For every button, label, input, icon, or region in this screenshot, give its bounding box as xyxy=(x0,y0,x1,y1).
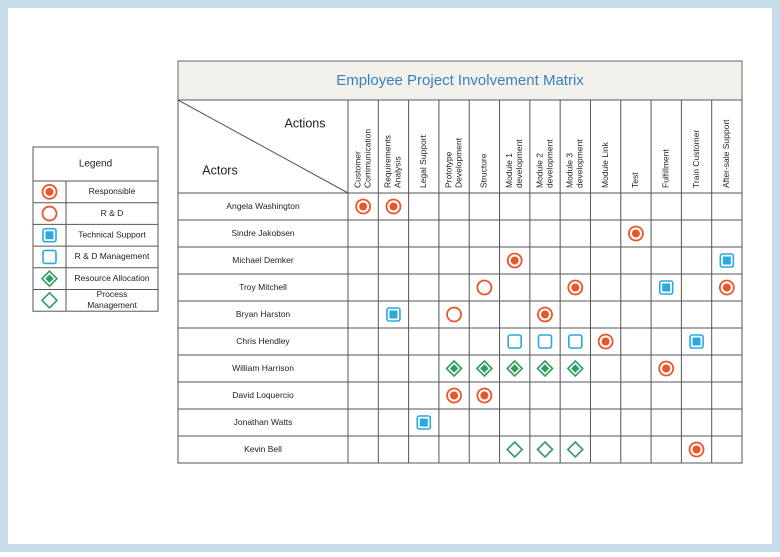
symbol-square-dot xyxy=(692,337,701,346)
diagonal xyxy=(177,99,349,194)
symbol-diamond-dot xyxy=(510,364,519,373)
symbol-circle-dot xyxy=(45,187,54,196)
symbol-circle-dot xyxy=(480,391,489,400)
actor-name: Troy Mitchell xyxy=(239,282,287,292)
column-header: Test xyxy=(630,172,640,188)
matrix-box xyxy=(177,99,743,464)
legend-label: R & D xyxy=(101,208,124,218)
symbol-circle-dot xyxy=(722,283,731,292)
symbol-circle-dot xyxy=(510,256,519,265)
legend-label: R & D Management xyxy=(75,251,150,261)
symbol-square-dot xyxy=(419,418,428,427)
column-header: Requirements xyxy=(383,135,393,188)
symbol-diamond xyxy=(40,291,59,309)
symbol-circle-dot xyxy=(359,202,368,211)
column-header: Module Link xyxy=(600,141,610,188)
actor-name: Angela Washington xyxy=(226,201,300,211)
legend-label: Responsible xyxy=(89,186,136,196)
legend-label: Resource Allocation xyxy=(74,273,149,283)
symbol-square-dot xyxy=(45,231,54,240)
legend-label: Technical Support xyxy=(78,230,146,240)
column-header: Module 3 xyxy=(565,153,575,188)
actor-name: Bryan Harston xyxy=(236,309,291,319)
column-header: Development xyxy=(453,137,463,188)
symbol-diamond-dot xyxy=(540,364,550,373)
symbol-square xyxy=(42,249,57,265)
symbol-square-dot xyxy=(389,310,398,319)
column-header: Train Customer xyxy=(691,130,701,188)
column-header: Legal Support xyxy=(418,134,428,188)
symbol-circle-dot xyxy=(601,337,610,346)
symbol-square-dot xyxy=(722,256,731,265)
actor-name: Michael Demker xyxy=(232,255,294,265)
symbol-circle-dot xyxy=(389,202,398,211)
column-header: development xyxy=(514,139,524,188)
symbol-circle-dot xyxy=(541,310,549,319)
column-header: development xyxy=(544,139,554,188)
actor-name: Sindre Jakobsen xyxy=(231,228,295,238)
symbol-diamond xyxy=(536,440,554,459)
symbol-circle xyxy=(446,306,462,323)
column-header: Structure xyxy=(479,153,489,188)
actor-name: Chris Hendley xyxy=(236,336,290,346)
symbol-circle-dot xyxy=(450,391,459,400)
symbol-square-dot xyxy=(662,283,671,292)
actor-name: Jonathan Watts xyxy=(234,417,293,427)
symbol-circle-dot xyxy=(631,229,640,238)
legend-label: Process xyxy=(97,289,128,299)
symbol-diamond-dot xyxy=(480,364,489,373)
symbol-circle-dot xyxy=(662,364,671,373)
actor-name: William Harrison xyxy=(232,363,294,373)
column-header: Prototype xyxy=(443,151,453,188)
title-bar xyxy=(177,60,743,101)
symbol-circle-dot xyxy=(692,445,701,454)
column-header: Communication xyxy=(362,129,372,188)
symbol-diamond xyxy=(506,440,524,459)
symbol-circle xyxy=(41,205,58,222)
legend-label: Management xyxy=(87,300,137,310)
actor-name: David Loquercio xyxy=(232,390,294,400)
symbol-circle xyxy=(476,279,493,296)
column-header: Customer xyxy=(352,151,362,188)
symbol-square xyxy=(568,334,583,349)
symbol-diamond-dot xyxy=(45,274,54,283)
legend-title: Legend xyxy=(79,159,112,170)
actor-name: Kevin Bell xyxy=(244,444,282,454)
symbol-square xyxy=(537,334,553,349)
symbol-square xyxy=(507,334,522,349)
actions-label: Actions xyxy=(285,116,326,130)
column-header: After-sale Support xyxy=(721,119,731,188)
symbol-diamond xyxy=(566,440,584,459)
column-header: Fulfillment xyxy=(660,149,670,188)
column-header: development xyxy=(575,139,585,188)
symbol-diamond-dot xyxy=(571,364,580,373)
column-header: Module 2 xyxy=(534,153,544,188)
symbol-diamond-dot xyxy=(449,364,459,373)
actors-label: Actors xyxy=(202,163,237,177)
title: Employee Project Involvement Matrix xyxy=(336,72,584,89)
column-header: Analysis xyxy=(393,156,403,188)
column-header: Module 1 xyxy=(504,153,514,188)
symbol-circle-dot xyxy=(571,283,580,292)
